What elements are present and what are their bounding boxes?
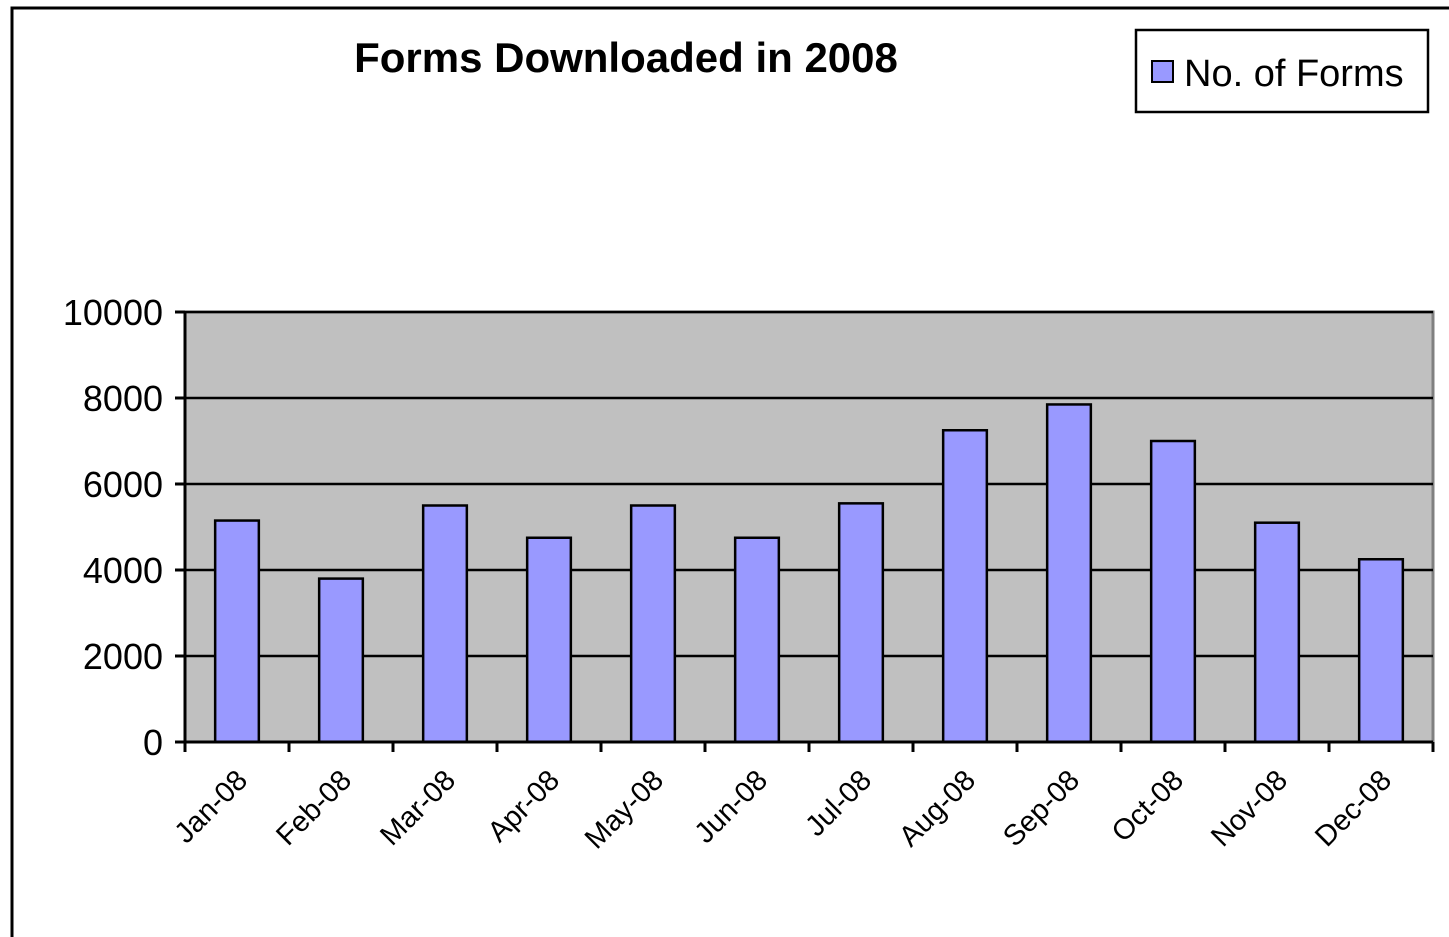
plot-area [183,310,1435,744]
bar [1045,403,1093,744]
legend-box [1134,28,1430,114]
y-axis-ticks: 0 2000 4000 6000 8000 10000 [63,292,185,763]
bar [421,504,469,744]
bar [837,502,885,744]
y-tick-label: 8000 [83,378,163,419]
bar [1149,439,1197,744]
legend-label: No. of Forms [1184,53,1404,95]
bar [1357,558,1405,744]
bar [733,536,781,744]
legend: No. of Forms [1134,28,1430,114]
gridlines [185,310,1433,658]
bar [317,577,365,744]
bar [213,519,261,744]
bar [525,536,573,744]
y-tick-label: 6000 [83,464,163,505]
bars [213,403,1405,744]
legend-swatch [1151,60,1174,83]
bar [941,429,989,744]
bar [1253,521,1301,744]
chart-title: Forms Downloaded in 2008 [354,34,898,81]
y-tick-label: 2000 [83,636,163,677]
y-tick-label: 0 [143,722,163,763]
bar [629,504,677,744]
y-tick-label: 4000 [83,550,163,591]
y-tick-label: 10000 [63,292,163,333]
